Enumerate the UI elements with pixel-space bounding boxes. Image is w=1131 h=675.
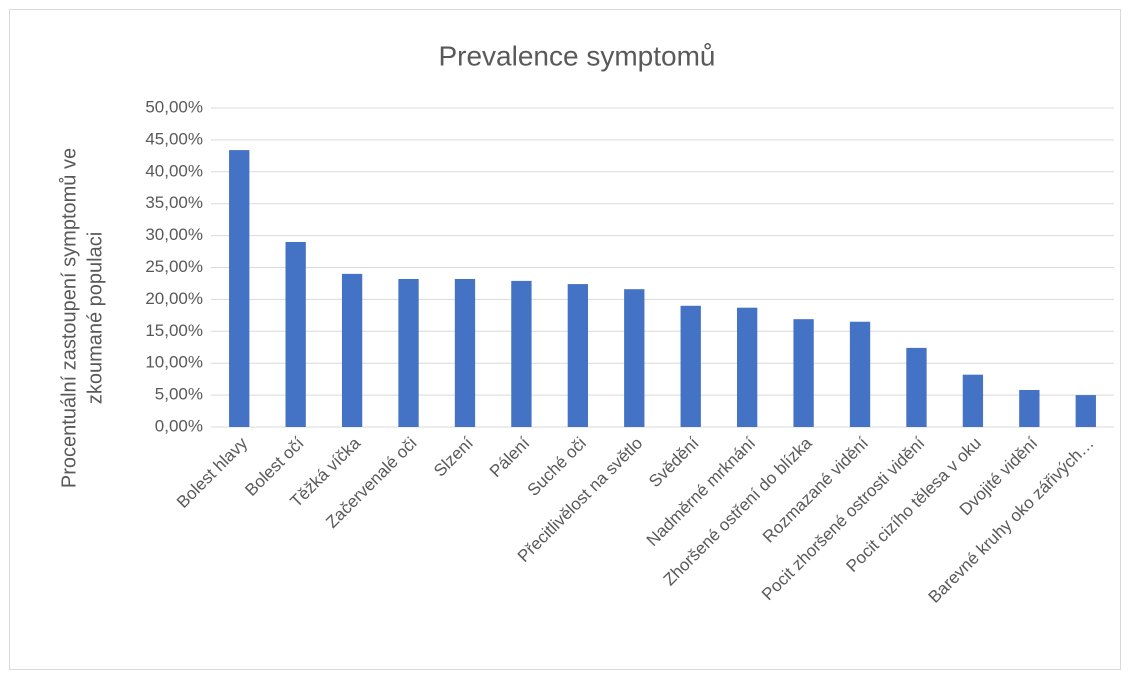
chart-frame — [9, 9, 1121, 670]
y-tick-label: 50,00% — [145, 97, 203, 116]
bar — [962, 374, 984, 427]
bar — [567, 284, 589, 427]
y-tick-label: 30,00% — [145, 225, 203, 244]
bar — [398, 278, 419, 427]
bar — [1019, 389, 1040, 427]
bar — [341, 273, 363, 427]
y-tick-label: 40,00% — [145, 161, 203, 180]
y-tick-label: 25,00% — [145, 257, 203, 276]
y-tick-label: 0,00% — [155, 416, 203, 435]
bar — [229, 150, 250, 427]
bar — [511, 280, 532, 427]
y-tick-label: 5,00% — [155, 385, 203, 404]
y-axis-label: Procentuální zastoupení symptomů ve — [58, 148, 80, 488]
chart-title: Prevalence symptomů — [438, 40, 715, 71]
bar — [793, 319, 814, 427]
bar — [736, 307, 758, 427]
y-tick-label: 45,00% — [145, 129, 203, 148]
y-axis-label: zkoumané populaci — [84, 232, 106, 404]
bar — [1075, 395, 1096, 427]
y-tick-label: 35,00% — [145, 193, 203, 212]
bar — [906, 347, 927, 427]
bar — [624, 289, 645, 427]
bar — [849, 321, 871, 427]
y-tick-label: 10,00% — [145, 353, 203, 372]
bar — [454, 278, 476, 427]
bar — [285, 241, 306, 427]
y-tick-label: 15,00% — [145, 321, 203, 340]
bar — [680, 305, 701, 427]
y-tick-label: 20,00% — [145, 289, 203, 308]
